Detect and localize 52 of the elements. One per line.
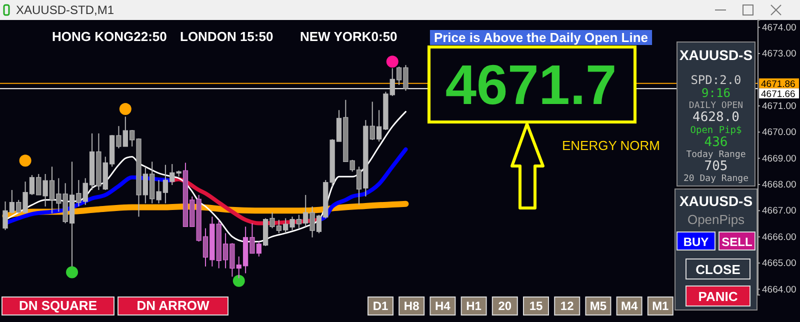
text: D1 xyxy=(372,299,388,313)
text: 4628.0 xyxy=(692,110,740,125)
annotation: NEW YORK0:50 xyxy=(300,29,398,44)
text: BUY xyxy=(683,235,709,249)
text: 705 xyxy=(704,159,728,174)
point xyxy=(386,56,398,68)
point xyxy=(232,274,245,287)
point xyxy=(66,266,78,278)
text: H1 xyxy=(466,299,482,313)
text: CLOSE xyxy=(696,262,741,277)
point xyxy=(19,154,32,167)
text: 436 xyxy=(704,135,728,150)
y-tick-label: 4670.00 xyxy=(762,127,796,138)
text: Today Range xyxy=(686,150,746,160)
text: SELL xyxy=(722,235,752,249)
text: Open Pip$ xyxy=(690,125,742,136)
y-tick-label: 4665.00 xyxy=(762,258,796,270)
y-tick-label: 4674.00 xyxy=(762,22,796,34)
chart-title: XAUUSD-STD,M1 xyxy=(16,3,114,17)
text: 12 xyxy=(560,299,574,313)
annotation: HONG KONG22:50 xyxy=(52,29,167,44)
text: M4 xyxy=(620,299,638,313)
text: M1 xyxy=(652,299,670,313)
text: XAUUSD-S xyxy=(679,193,753,209)
text: PANIC xyxy=(698,289,738,304)
text: ENERGY NORM xyxy=(562,138,660,153)
text: XAUUSD-S xyxy=(679,47,753,63)
text: 20 Day Range xyxy=(683,174,749,184)
text: 15 xyxy=(529,299,543,313)
text: SPD:2.0 xyxy=(690,73,742,87)
y-tick-label: 4667.00 xyxy=(762,206,796,217)
text: 4671.7 xyxy=(445,53,617,116)
y-tick-label: 4673.00 xyxy=(762,48,796,60)
annotation: LONDON 15:50 xyxy=(180,29,274,44)
y-tick-label: 4671.00 xyxy=(762,100,796,112)
y-tick-label: 4666.00 xyxy=(762,232,796,243)
text: DAILY OPEN xyxy=(688,101,744,111)
y-tick-label: 4664.00 xyxy=(762,284,796,296)
text: 9:16 xyxy=(702,86,730,100)
text: OpenPips xyxy=(687,212,746,227)
y-tick-label: 4669.00 xyxy=(762,153,796,164)
text: 20 xyxy=(498,299,512,313)
y-tick-label: 4668.00 xyxy=(762,180,796,191)
text: H4 xyxy=(435,299,451,313)
text: DN ARROW xyxy=(136,298,210,313)
text: Price is Above the Daily Open Line xyxy=(434,30,648,45)
text: H8 xyxy=(404,299,420,313)
text: DN SQUARE xyxy=(18,298,98,313)
point xyxy=(119,103,132,116)
text: M5 xyxy=(590,299,607,313)
ref-line-label: 4671.66 xyxy=(761,88,796,100)
ref-line-label: 4671.86 xyxy=(761,78,796,90)
